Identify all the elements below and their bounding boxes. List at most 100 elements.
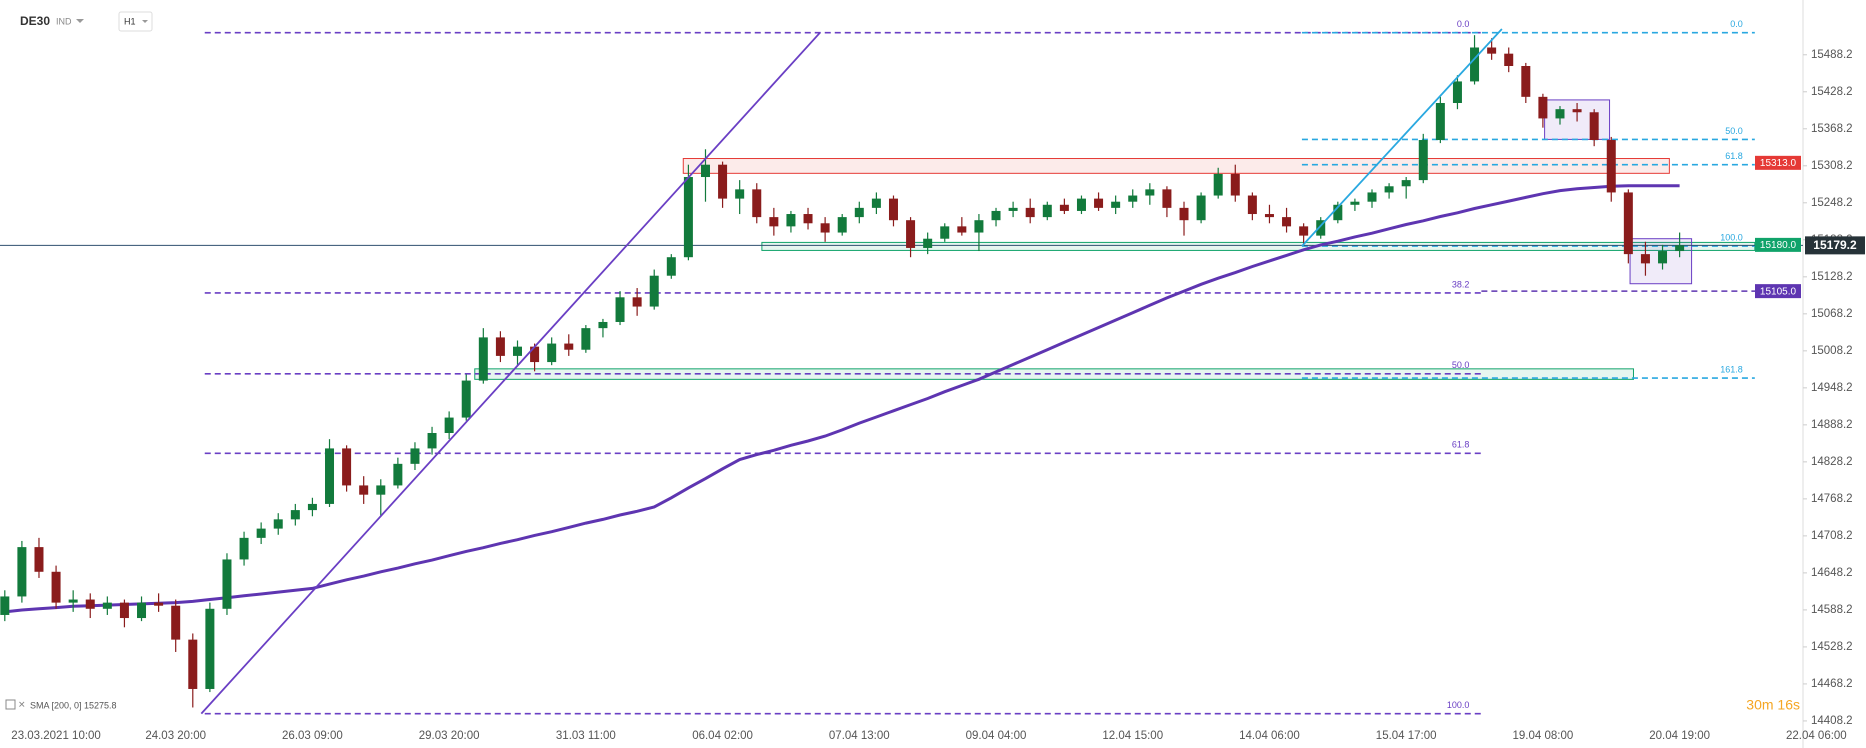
candle-body [85, 599, 95, 609]
candle-body [410, 448, 420, 464]
y-tick-label: 14408.2 [1811, 715, 1853, 727]
candle-body [923, 238, 933, 248]
candle-body [991, 210, 1001, 221]
sma-line [4, 184, 1680, 614]
candle-body [1282, 217, 1292, 227]
y-tick-label: 14588.2 [1811, 604, 1853, 616]
candle-body [1470, 47, 1480, 82]
candle-body [786, 214, 796, 227]
y-tick-label: 14708.2 [1811, 530, 1853, 542]
countdown: 30m 16s [1746, 697, 1800, 713]
y-tick-label: 15428.2 [1811, 86, 1853, 98]
fib-label: 61.8 [1725, 151, 1743, 161]
candle-body [307, 503, 317, 511]
y-tick-label: 14828.2 [1811, 456, 1853, 468]
candle-body [871, 198, 881, 208]
candle-body [1145, 189, 1155, 196]
candle-body [769, 217, 779, 227]
candle-body [547, 343, 557, 363]
x-tick-label: 15.04 17:00 [1376, 730, 1437, 742]
y-tick-label: 14948.2 [1811, 382, 1853, 394]
candle-body [1367, 192, 1377, 202]
dropdown-arrow[interactable] [76, 19, 84, 23]
candle-body [1555, 109, 1565, 119]
candle-body [1384, 186, 1394, 193]
candle-body [102, 602, 112, 609]
level-tag [1755, 155, 1801, 170]
candle-body [1333, 204, 1343, 221]
candle-body [376, 485, 386, 495]
candle-body [1196, 195, 1206, 221]
candle-body [1452, 81, 1462, 104]
market[interactable]: IND [56, 16, 72, 26]
candle-body [171, 605, 181, 640]
candle-body [1418, 140, 1428, 181]
candle-body [1076, 198, 1086, 211]
candle-body [1179, 207, 1189, 221]
candle-body [239, 537, 249, 560]
indicator-icon[interactable] [5, 699, 16, 710]
interval-box[interactable] [118, 11, 153, 32]
candle-body [427, 432, 437, 449]
fib-label: 161.8 [1720, 364, 1743, 374]
y-tick-label: 14888.2 [1811, 419, 1853, 431]
y-tick-label: 15128.2 [1811, 271, 1853, 283]
candle-body [1623, 192, 1633, 255]
candle-body [974, 220, 984, 233]
candle-body [513, 346, 522, 356]
candle-body [683, 177, 693, 258]
candle-body [256, 528, 266, 538]
x-tick-label: 09.04 04:00 [966, 730, 1027, 742]
candle-body [957, 226, 967, 233]
candle-body [34, 547, 44, 572]
fib-label: 61.8 [1452, 440, 1470, 450]
level-tag-label: 15180.0 [1760, 240, 1797, 251]
candle-body [1264, 214, 1274, 218]
fib-label: 0.0 [1730, 19, 1743, 29]
x-tick-label: 12.04 15:00 [1102, 730, 1163, 742]
x-tick-label: 26.03 09:00 [282, 730, 343, 742]
zone [682, 158, 1670, 174]
interval[interactable]: H1 [124, 16, 136, 26]
candle-body [1230, 173, 1240, 196]
fib-label: 50.0 [1725, 126, 1743, 136]
y-tick-label: 15368.2 [1811, 123, 1853, 135]
candle-body [632, 297, 642, 307]
level-tag [1755, 237, 1801, 252]
y-tick-label: 15248.2 [1811, 197, 1853, 209]
dropdown-arrow[interactable] [142, 20, 148, 23]
close-icon[interactable]: ✕ [18, 699, 26, 709]
candle-body [837, 217, 847, 233]
y-tick-label: 14468.2 [1811, 678, 1853, 690]
candle-body [0, 596, 10, 615]
candle-body [478, 337, 488, 381]
candle-body [1162, 189, 1172, 208]
candle-body [273, 519, 283, 529]
x-tick-label: 23.03.2021 10:00 [11, 730, 101, 742]
candle-body [700, 164, 710, 178]
candle-body [1213, 173, 1223, 196]
candle-body [1487, 47, 1497, 54]
fib-label: 50.0 [1452, 360, 1470, 370]
candle-body [1247, 195, 1257, 215]
y-tick-label: 15068.2 [1811, 308, 1853, 320]
current-price-tag [1805, 236, 1865, 255]
candle-body [444, 417, 454, 433]
candle-body [68, 599, 78, 603]
candle-body [325, 448, 335, 504]
candle-body [17, 547, 27, 597]
candle-body [649, 275, 659, 307]
candle-body [1572, 109, 1582, 113]
fib-label: 38.2 [1452, 279, 1470, 289]
y-tick-label: 15308.2 [1811, 160, 1853, 172]
candle-body [940, 226, 950, 239]
x-tick-label: 14.04 06:00 [1239, 730, 1300, 742]
candle-body [1008, 207, 1018, 211]
x-tick-label: 06.04 02:00 [692, 730, 753, 742]
candle-body [1675, 245, 1685, 252]
candle-body [119, 602, 129, 619]
x-tick-label: 20.04 19:00 [1649, 730, 1710, 742]
candle-body [51, 571, 61, 603]
candle-body [393, 463, 403, 486]
